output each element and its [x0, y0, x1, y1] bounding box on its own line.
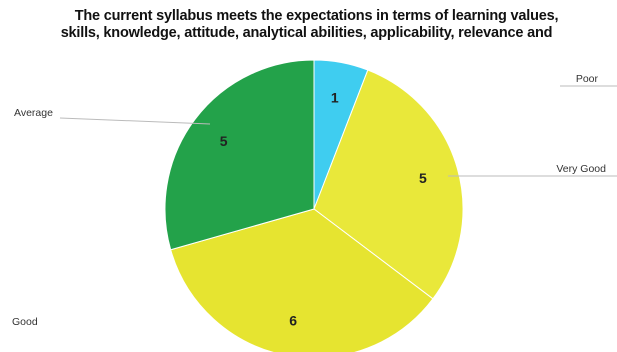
data-label-average: 5	[220, 133, 228, 149]
category-label-average: Average	[14, 107, 53, 119]
pie-slice-very-good	[313, 69, 464, 300]
leader-line-average	[59, 117, 211, 125]
category-label-good: Good	[12, 316, 38, 328]
data-label-good: 6	[289, 312, 297, 328]
chart-title-line-1: The current syllabus meets the expectati…	[74, 8, 559, 24]
data-label-very-good: 5	[419, 170, 427, 186]
pie-slice-average	[164, 59, 315, 251]
pie-slice-good	[170, 208, 434, 352]
data-label-poor: 1	[331, 90, 339, 106]
category-label-very-good: Very Good	[556, 163, 606, 175]
chart-title-line-2: skills, knowledge, attitude, analytical …	[60, 25, 553, 41]
category-label-poor: Poor	[576, 73, 599, 85]
